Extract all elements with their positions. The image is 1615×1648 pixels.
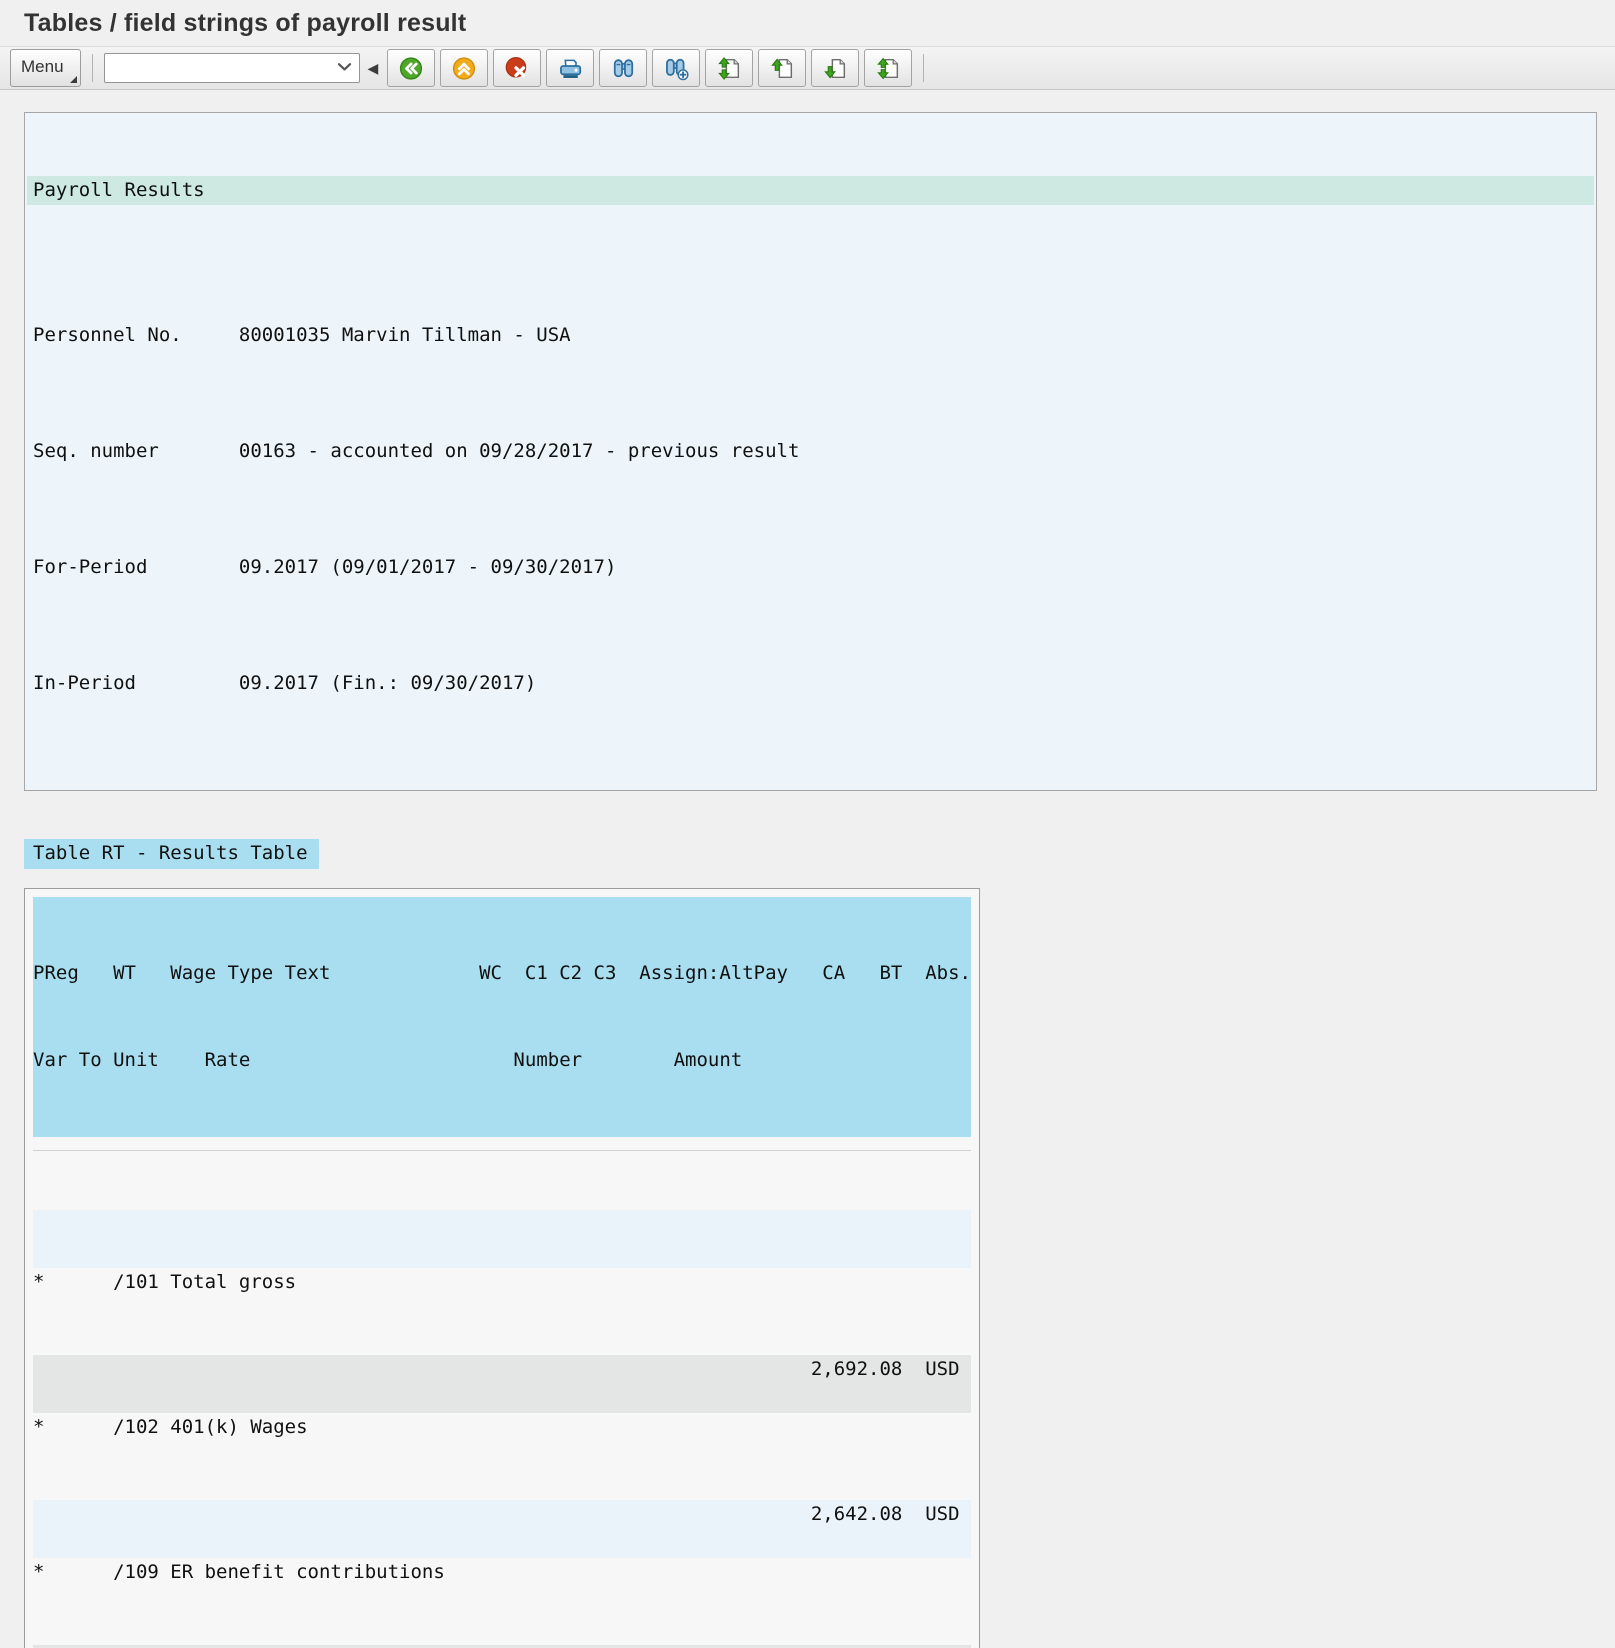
last-page-icon — [877, 57, 898, 79]
wage-type-code: /101 — [113, 1271, 159, 1293]
payroll-results-box: Payroll Results Personnel No. 80001035 Ma… — [24, 112, 1597, 791]
back-icon — [399, 56, 422, 80]
results-table-header: PReg WT Wage Type Text WC C1 C2 C3 Assig… — [33, 897, 971, 1137]
find-next-icon — [665, 58, 689, 80]
amount-value: 932.07 — [33, 1645, 902, 1648]
menu-button[interactable]: Menu — [10, 49, 81, 87]
last-page-button[interactable] — [864, 49, 913, 87]
info-field-label: In-Period — [33, 672, 136, 694]
window-title-bar: Tables / field strings of payroll result — [0, 0, 1615, 46]
toolbar: Menu ◀ — [0, 46, 1615, 90]
info-field-label: Seq. number — [33, 440, 159, 462]
toolbar-divider — [923, 54, 925, 82]
first-page-icon — [718, 56, 739, 80]
chevron-down-icon[interactable] — [337, 59, 352, 77]
info-field-row: Personnel No. 80001035 Marvin Tillman - U… — [27, 321, 1594, 350]
menu-button-label: Menu — [21, 57, 64, 76]
next-page-button[interactable] — [811, 49, 860, 87]
command-input[interactable] — [110, 58, 337, 78]
find-button[interactable] — [599, 49, 648, 87]
info-field-row: For-Period 09.2017 (09/01/2017 - 09/30/20… — [27, 553, 1594, 582]
find-icon — [613, 58, 633, 77]
payroll-results-title: Payroll Results — [27, 176, 1594, 205]
wage-type-text: ER benefit contributions — [170, 1561, 445, 1583]
collapse-left-icon[interactable]: ◀ — [367, 60, 379, 76]
menu-dropdown-triangle-icon — [69, 76, 77, 83]
back-button[interactable] — [387, 49, 436, 87]
next-page-icon — [824, 58, 845, 78]
toolbar-divider — [91, 54, 93, 82]
cumulation-star: * — [33, 1271, 45, 1293]
amount-value: 2,692.08 — [810, 1358, 903, 1380]
table-rt-section-label: Table RT - Results Table — [24, 839, 319, 869]
exit-button[interactable] — [440, 49, 489, 87]
info-field-row: Seq. number 00163 - accounted on 09/28/20… — [27, 437, 1594, 466]
toolbar-iconbar — [387, 49, 913, 87]
currency-code: USD — [925, 1503, 960, 1525]
table-row[interactable]: * /101 Total gross 2,692.08 USD — [33, 1210, 971, 1380]
wage-type-code: /102 — [113, 1416, 159, 1438]
find-next-button[interactable] — [652, 49, 701, 87]
info-field-value: 00163 - accounted on 09/28/2017 - previo… — [238, 440, 800, 462]
info-field-value: 09.2017 (09/01/2017 - 09/30/2017) — [238, 556, 617, 578]
amount-value: 2,642.08 — [810, 1503, 903, 1525]
cancel-button[interactable] — [493, 49, 542, 87]
wage-type-code: /109 — [113, 1561, 159, 1583]
info-field-label: Personnel No. — [33, 324, 182, 346]
currency-code: USD — [925, 1358, 960, 1380]
command-combobox[interactable] — [103, 53, 360, 83]
results-table-header-line2: Var To Unit Rate Number Amount — [33, 1049, 743, 1071]
print-button[interactable] — [546, 49, 595, 87]
info-field-value: 09.2017 (Fin.: 09/30/2017) — [238, 672, 537, 694]
results-table-rows: * /101 Total gross 2,692.08 USD * /102 401(k)… — [33, 1150, 971, 1648]
first-page-button[interactable] — [705, 49, 754, 87]
page-title: Tables / field strings of payroll result — [24, 8, 467, 37]
cumulation-star: * — [33, 1561, 45, 1583]
payroll-results-fields: Personnel No. 80001035 Marvin Tillman - U… — [27, 263, 1594, 727]
results-table: PReg WT Wage Type Text WC C1 C2 C3 Assig… — [24, 888, 980, 1648]
exit-icon — [452, 56, 475, 80]
cumulation-star: * — [33, 1416, 45, 1438]
wage-type-text: 401(k) Wages — [170, 1416, 308, 1438]
list-output-area: Payroll Results Personnel No. 80001035 Ma… — [0, 90, 1615, 1648]
print-icon — [559, 59, 581, 78]
info-field-value: 80001035 Marvin Tillman - USA — [238, 324, 571, 346]
cancel-icon — [505, 56, 527, 78]
results-table-header-line1: PReg WT Wage Type Text WC C1 C2 C3 Assig… — [33, 962, 971, 984]
wage-type-text: Total gross — [170, 1271, 297, 1293]
previous-page-icon — [771, 58, 792, 78]
previous-page-button[interactable] — [758, 49, 807, 87]
info-field-row: In-Period 09.2017 (Fin.: 09/30/2017) — [27, 669, 1594, 698]
info-field-label: For-Period — [33, 556, 148, 578]
